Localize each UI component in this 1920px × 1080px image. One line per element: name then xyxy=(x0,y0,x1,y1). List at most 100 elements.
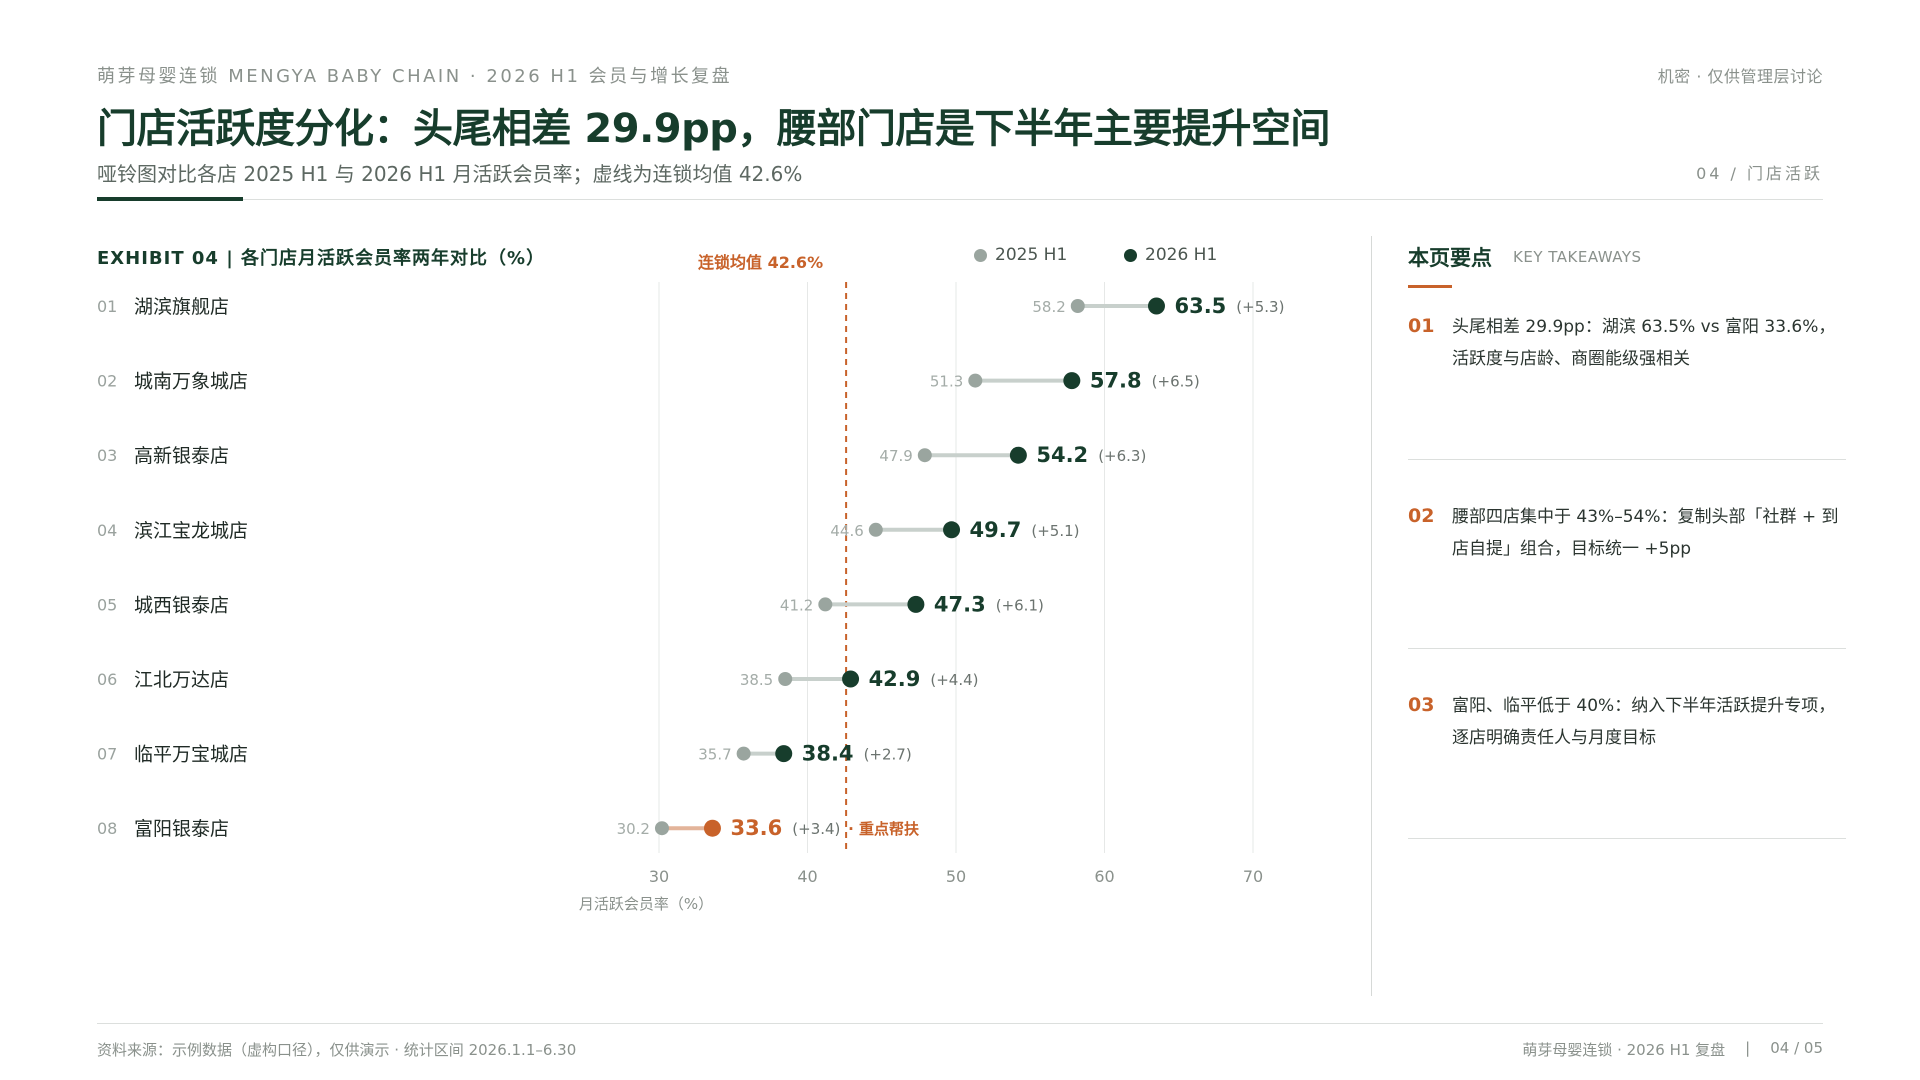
point-2026 xyxy=(907,595,925,613)
point-2025 xyxy=(868,522,883,537)
point-2026 xyxy=(775,745,793,763)
takeaway-text: 头尾相差 29.9pp：湖滨 63.5% vs 富阳 33.6%，活跃度与店龄、… xyxy=(1452,317,1836,369)
page-title: 门店活跃度分化：头尾相差 29.9pp，腰部门店是下半年主要提升空间 xyxy=(97,106,1330,152)
row-index: 03 xyxy=(97,446,117,465)
takeaways-subtitle: KEY TAKEAWAYS xyxy=(1513,248,1642,266)
delta-label: (+5.1) xyxy=(1031,522,1079,540)
takeaway-number: 02 xyxy=(1408,505,1435,527)
store-label: 城西银泰店 xyxy=(134,594,229,616)
delta-label: (+6.1) xyxy=(996,596,1044,614)
footer-source: 资料来源：示例数据（虚构口径），仅供演示 · 统计区间 2026.1.1–6.3… xyxy=(97,1041,577,1059)
takeaways-accent-bar xyxy=(1408,285,1452,288)
header-accent-bar xyxy=(97,197,243,201)
value-label-2025: 41.2 xyxy=(780,596,813,614)
takeaway-number: 03 xyxy=(1408,694,1435,716)
x-tick-label: 50 xyxy=(946,867,966,886)
legend-label-2026: 2026 H1 xyxy=(1145,245,1218,265)
footer-divider xyxy=(97,1023,1823,1024)
footer-page-number: 04 / 05 xyxy=(1770,1039,1823,1057)
point-2026 xyxy=(1009,446,1027,464)
row-index: 05 xyxy=(97,595,117,614)
delta-label: (+4.4) xyxy=(930,671,978,689)
point-2026 xyxy=(703,819,721,837)
store-label: 江北万达店 xyxy=(134,669,229,691)
takeaway-divider xyxy=(1408,459,1846,460)
point-2025 xyxy=(968,373,983,388)
value-label-2025: 44.6 xyxy=(830,522,863,540)
page-subtitle: 哑铃图对比各店 2025 H1 与 2026 H1 月活跃会员率；虚线为连锁均值… xyxy=(97,162,803,186)
header-topline: 萌芽母婴连锁 MENGYA BABY CHAIN · 2026 H1 会员与增长… xyxy=(97,66,733,87)
value-label-2025: 38.5 xyxy=(740,671,773,689)
row-index: 01 xyxy=(97,297,117,316)
x-tick-label: 60 xyxy=(1094,867,1114,886)
row-index: 07 xyxy=(97,745,117,764)
highlight-note: · 重点帮扶 xyxy=(848,820,920,838)
point-2026 xyxy=(1063,372,1081,390)
delta-label: (+6.5) xyxy=(1152,373,1200,391)
header-divider xyxy=(97,199,1823,200)
x-tick-label: 40 xyxy=(797,867,817,886)
value-label-2026: 47.3 xyxy=(934,592,986,616)
value-label-2025: 35.7 xyxy=(698,746,731,764)
store-label: 湖滨旗舰店 xyxy=(134,296,229,318)
point-2025 xyxy=(818,597,833,612)
value-label-2026: 49.7 xyxy=(970,518,1022,542)
store-label: 城南万象城店 xyxy=(134,371,248,393)
footer-brand: 萌芽母婴连锁 · 2026 H1 复盘 xyxy=(1522,1041,1726,1059)
point-2025 xyxy=(736,746,751,761)
delta-label: (+5.3) xyxy=(1236,298,1284,316)
takeaway-text: 腰部四店集中于 43%–54%：复制头部「社群 + 到店自提」组合，目标统一 +… xyxy=(1452,507,1839,559)
footer-right: 萌芽母婴连锁 · 2026 H1 复盘 | 04 / 05 xyxy=(1522,1039,1823,1060)
point-2025 xyxy=(778,672,793,686)
confidential-label: 机密 · 仅供管理层讨论 xyxy=(1657,67,1823,86)
row-index: 08 xyxy=(97,819,117,838)
legend-item-2026: 2026 H1 xyxy=(1124,245,1217,265)
store-label: 滨江宝龙城店 xyxy=(134,520,248,542)
value-label-2026: 38.4 xyxy=(802,742,854,766)
x-tick-label: 70 xyxy=(1243,867,1263,886)
delta-label: (+3.4) xyxy=(792,820,840,838)
row-index: 06 xyxy=(97,670,117,689)
legend-marker-2026 xyxy=(1124,248,1137,262)
value-label-2026: 63.5 xyxy=(1174,294,1226,318)
panel-divider xyxy=(1371,236,1372,996)
takeaway-item: 01 头尾相差 29.9pp：湖滨 63.5% vs 富阳 33.6%，活跃度与… xyxy=(1408,315,1846,375)
value-label-2025: 30.2 xyxy=(617,820,650,838)
point-2025 xyxy=(917,448,932,463)
value-label-2025: 47.9 xyxy=(879,447,912,465)
value-label-2026: 33.6 xyxy=(730,816,782,840)
store-label: 临平万宝城店 xyxy=(134,744,248,766)
takeaway-item: 02 腰部四店集中于 43%–54%：复制头部「社群 + 到店自提」组合，目标统… xyxy=(1408,505,1846,565)
value-label-2026: 42.9 xyxy=(869,667,921,691)
delta-label: (+2.7) xyxy=(864,746,912,764)
exhibit-title: EXHIBIT 04 | 各门店月活跃会员率两年对比（%） xyxy=(97,248,546,269)
takeaway-text: 富阳、临平低于 40%：纳入下半年活跃提升专项，逐店明确责任人与月度目标 xyxy=(1452,696,1836,748)
legend-item-2025: 2025 H1 xyxy=(974,245,1067,265)
value-label-2025: 58.2 xyxy=(1032,298,1065,316)
takeaway-divider xyxy=(1408,648,1846,649)
legend-label-2025: 2025 H1 xyxy=(995,245,1068,265)
row-index: 02 xyxy=(97,372,117,391)
footer-separator: | xyxy=(1745,1039,1751,1057)
delta-label: (+6.3) xyxy=(1098,447,1146,465)
takeaway-number: 01 xyxy=(1408,315,1435,337)
value-label-2025: 51.3 xyxy=(930,373,963,391)
x-tick-label: 30 xyxy=(649,867,669,886)
point-2026 xyxy=(842,670,860,688)
point-2026 xyxy=(943,521,961,539)
page-section-tag: 04 / 门店活跃 xyxy=(1696,164,1823,183)
value-label-2026: 54.2 xyxy=(1036,443,1088,467)
point-2025 xyxy=(654,821,669,836)
takeaway-item: 03 富阳、临平低于 40%：纳入下半年活跃提升专项，逐店明确责任人与月度目标 xyxy=(1408,694,1846,754)
row-index: 04 xyxy=(97,521,117,540)
point-2025 xyxy=(1070,299,1085,313)
point-2026 xyxy=(1147,297,1165,315)
x-axis-label: 月活跃会员率（%） xyxy=(579,895,713,913)
value-label-2026: 57.8 xyxy=(1090,369,1142,393)
store-label: 富阳银泰店 xyxy=(134,818,229,840)
takeaway-divider xyxy=(1408,838,1846,839)
average-label: 连锁均值 42.6% xyxy=(698,253,823,272)
takeaways-title: 本页要点 xyxy=(1408,246,1492,270)
legend-marker-2025 xyxy=(974,248,987,262)
